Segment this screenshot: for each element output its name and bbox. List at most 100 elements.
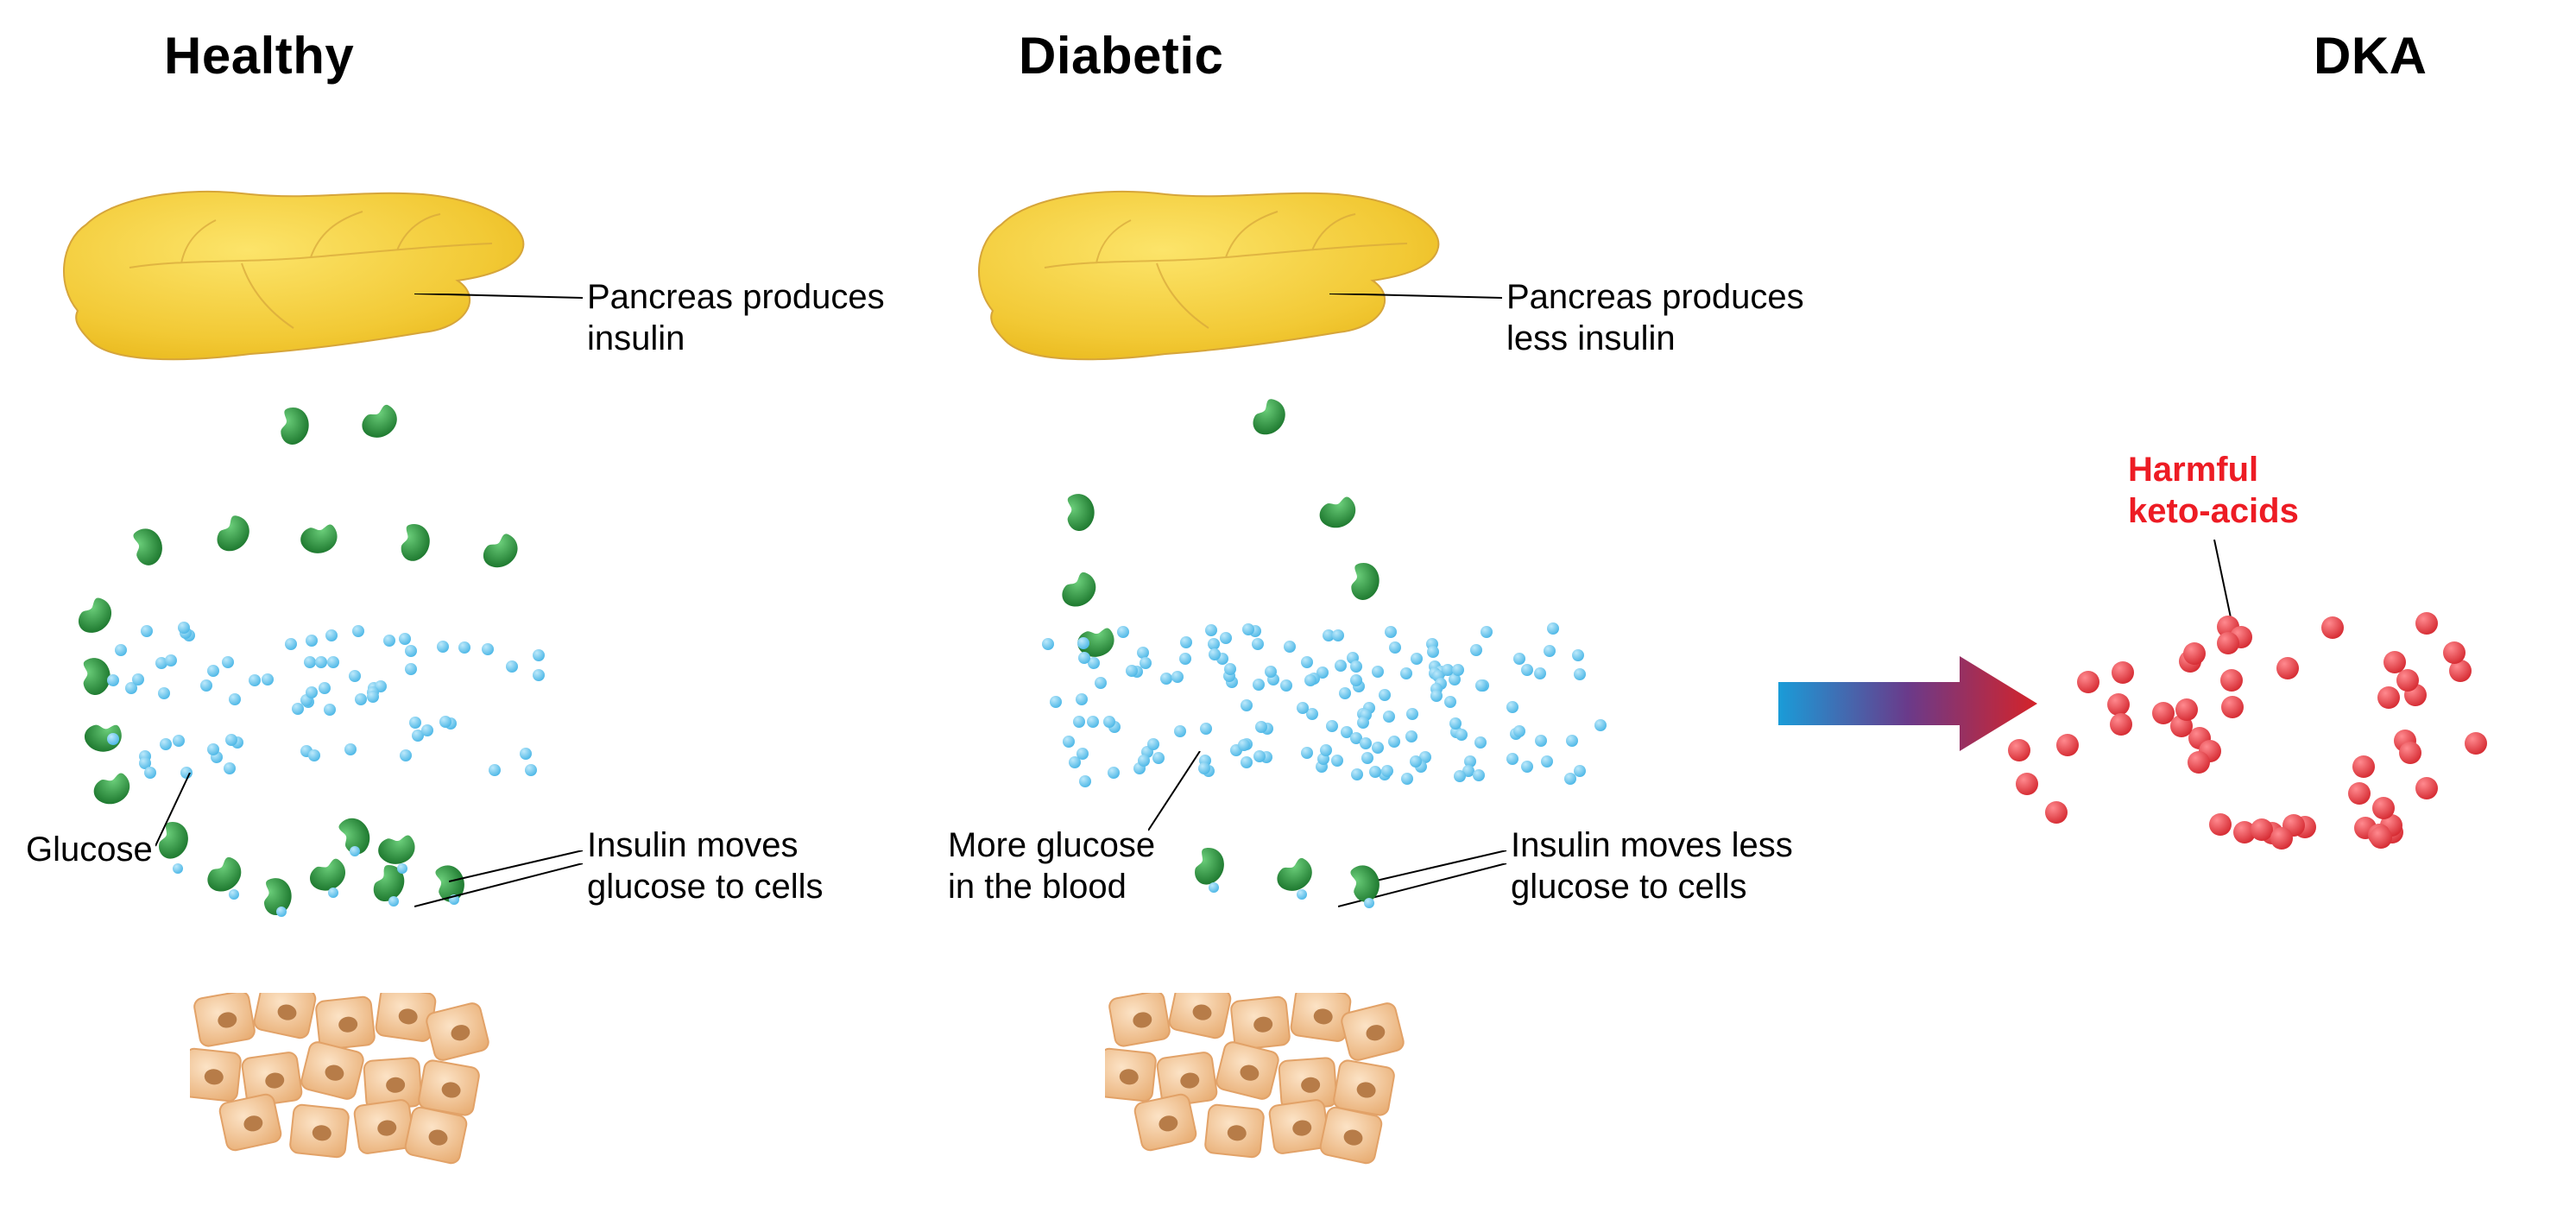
glucose-dot xyxy=(1253,750,1266,762)
glucose-dot xyxy=(1351,768,1363,780)
glucose-dot xyxy=(489,764,501,776)
keto-dot xyxy=(2188,751,2210,774)
leader-pancreas-diabetic xyxy=(1329,294,1511,345)
glucose-dot xyxy=(1335,660,1347,672)
insulin-bean xyxy=(1347,561,1381,601)
glucose-dot xyxy=(141,625,153,637)
glucose-dot xyxy=(207,665,219,677)
glucose-dot xyxy=(1079,775,1091,787)
keto-dot xyxy=(2220,669,2243,692)
glucose-dot xyxy=(306,686,318,698)
glucose-dot xyxy=(158,687,170,699)
keto-dot xyxy=(2399,742,2421,764)
title-diabetic: Diabetic xyxy=(1019,26,1223,85)
glucose-dot xyxy=(1238,739,1250,751)
glucose-dot xyxy=(1452,664,1464,676)
glucose-dot xyxy=(1385,626,1397,638)
glucose-dot xyxy=(1474,736,1487,749)
insulin-bean xyxy=(1252,397,1286,437)
keto-dot xyxy=(2352,755,2375,778)
keto-dot xyxy=(2321,616,2344,639)
glucose-dot xyxy=(1381,765,1393,777)
glucose-dot xyxy=(1383,711,1395,723)
glucose-dot xyxy=(1481,626,1493,638)
pancreas-diabetic xyxy=(967,147,1450,389)
glucose-dot xyxy=(1513,725,1525,737)
glucose-dot xyxy=(1280,679,1292,692)
glucose-dot xyxy=(409,717,421,729)
glucose-dot xyxy=(1566,735,1578,747)
insulin-bean xyxy=(1347,863,1381,903)
cells-diabetic xyxy=(1105,993,1416,1166)
glucose-dot xyxy=(1224,663,1236,675)
glucose-dot xyxy=(1455,729,1468,741)
label-keto-acids: Harmful keto-acids xyxy=(2128,449,2299,532)
glucose-dot xyxy=(1297,889,1307,900)
glucose-dot xyxy=(1339,687,1351,699)
insulin-bean xyxy=(1062,492,1096,532)
glucose-dot xyxy=(107,733,119,745)
glucose-dot xyxy=(1369,766,1381,778)
glucose-dot xyxy=(107,674,119,686)
glucose-dot xyxy=(308,749,320,761)
label-transport-diabetic: Insulin moves less glucose to cells xyxy=(1511,824,1793,907)
glucose-dot xyxy=(1405,730,1417,742)
glucose-dot xyxy=(439,716,451,728)
glucose-dot xyxy=(520,748,532,760)
glucose-dot xyxy=(319,682,331,694)
glucose-dot xyxy=(285,638,297,650)
glucose-dot xyxy=(1320,744,1332,756)
insulin-bean xyxy=(78,656,112,696)
glucose-dot xyxy=(1179,653,1191,665)
glucose-dot xyxy=(1174,725,1186,737)
leader-keto xyxy=(2206,540,2240,626)
glucose-dot xyxy=(1301,747,1313,759)
glucose-dot xyxy=(1389,641,1401,654)
pancreas-healthy xyxy=(52,147,535,389)
glucose-dot xyxy=(1297,702,1309,714)
glucose-dot xyxy=(350,846,360,856)
glucose-dot xyxy=(1180,636,1192,648)
glucose-dot xyxy=(1087,716,1099,728)
label-glucose-diabetic: More glucose in the blood xyxy=(948,824,1155,907)
glucose-dot xyxy=(1095,677,1107,689)
glucose-dot xyxy=(458,641,470,654)
label-glucose-healthy: Glucose xyxy=(26,829,153,870)
keto-dot xyxy=(2016,773,2038,795)
glucose-dot xyxy=(1331,755,1343,767)
label-pancreas-diabetic: Pancreas produces less insulin xyxy=(1506,276,1804,359)
glucose-dot xyxy=(276,907,287,917)
glucose-dot xyxy=(1147,738,1159,750)
keto-dot xyxy=(2415,612,2438,635)
glucose-dot xyxy=(397,863,407,874)
keto-dot xyxy=(2251,818,2273,841)
glucose-dot xyxy=(1063,736,1075,748)
cells-healthy xyxy=(190,993,501,1166)
glucose-dot xyxy=(1401,773,1413,785)
glucose-dot xyxy=(1506,701,1518,713)
keto-dot xyxy=(2370,826,2392,849)
glucose-dot xyxy=(1444,696,1456,708)
glucose-dot xyxy=(325,629,338,641)
insulin-bean xyxy=(1321,492,1355,532)
glucose-dot xyxy=(224,762,236,774)
keto-dot xyxy=(2183,642,2206,665)
insulin-bean xyxy=(1278,855,1312,894)
glucose-dot xyxy=(200,679,212,692)
keto-dot xyxy=(2443,641,2466,664)
glucose-dot xyxy=(1200,723,1212,735)
glucose-dot xyxy=(482,643,494,655)
keto-dot xyxy=(2045,801,2068,824)
glucose-dot xyxy=(222,656,234,668)
glucose-dot xyxy=(1534,667,1546,679)
glucose-dot xyxy=(1361,752,1373,764)
glucose-dot xyxy=(388,896,399,907)
leader-pancreas-healthy xyxy=(414,294,596,345)
glucose-dot xyxy=(1470,644,1482,656)
glucose-dot xyxy=(144,767,156,779)
glucose-dot xyxy=(1284,641,1296,653)
leader-transport-healthy-2 xyxy=(414,863,591,911)
glucose-dot xyxy=(1372,666,1384,678)
insulin-bean xyxy=(216,514,250,553)
glucose-dot xyxy=(399,633,411,645)
